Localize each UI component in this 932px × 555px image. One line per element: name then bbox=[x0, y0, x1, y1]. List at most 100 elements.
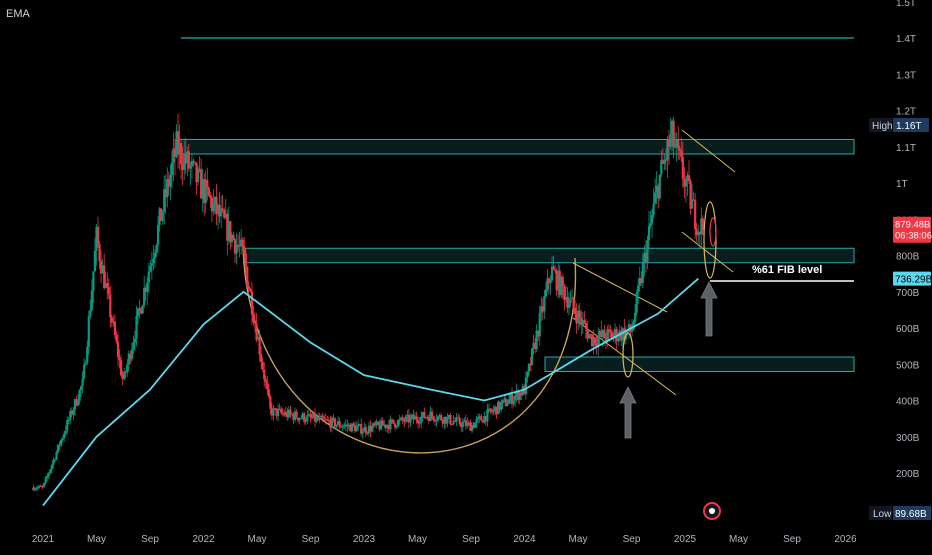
candle-body bbox=[438, 415, 441, 417]
candle-body bbox=[116, 341, 120, 358]
candle-body bbox=[87, 316, 90, 347]
candle-body bbox=[621, 328, 624, 341]
candle-body bbox=[549, 280, 552, 284]
candle-body bbox=[400, 417, 403, 420]
candle-body bbox=[587, 334, 591, 339]
candle-body bbox=[273, 408, 277, 410]
candle-body bbox=[184, 154, 187, 164]
candle-body bbox=[83, 364, 86, 379]
candle-body bbox=[155, 244, 158, 253]
candle-body bbox=[178, 143, 181, 155]
candle-body bbox=[238, 245, 241, 247]
candle-body bbox=[220, 208, 223, 217]
candle-body bbox=[195, 162, 198, 183]
candle-body bbox=[330, 417, 334, 428]
candle-body bbox=[70, 410, 73, 415]
candle-body bbox=[455, 417, 458, 422]
candle-body bbox=[581, 320, 584, 326]
candle-body bbox=[469, 422, 472, 431]
event-badge-dot bbox=[709, 508, 715, 514]
candle-body bbox=[204, 179, 207, 203]
candle-body bbox=[601, 330, 604, 337]
candle-body bbox=[441, 419, 444, 424]
candle-body bbox=[690, 199, 694, 209]
candle-body bbox=[572, 297, 575, 308]
candle-body bbox=[698, 231, 701, 235]
candle-body bbox=[433, 419, 437, 422]
candle-body bbox=[677, 139, 680, 149]
candle-body bbox=[544, 289, 547, 297]
high-tag-bg bbox=[869, 118, 892, 132]
candle-body bbox=[196, 168, 200, 183]
ema-price-value: 736.29B bbox=[895, 275, 932, 286]
ema-indicator-label[interactable]: EMA bbox=[6, 8, 30, 20]
candle-body bbox=[352, 423, 355, 426]
candle-body bbox=[638, 278, 641, 286]
candle-body bbox=[370, 426, 374, 432]
candle-body bbox=[323, 418, 326, 420]
candle-body bbox=[580, 318, 583, 326]
candle-body bbox=[164, 189, 167, 198]
up-arrow-annotation bbox=[700, 281, 718, 337]
candle-body bbox=[609, 330, 612, 333]
candle-body bbox=[575, 313, 578, 324]
candle-body bbox=[172, 148, 175, 163]
candle-body bbox=[275, 408, 278, 417]
high-value: 1.16T bbox=[896, 121, 922, 132]
candle-body bbox=[260, 354, 263, 362]
candle-body bbox=[326, 419, 329, 421]
candle-body bbox=[200, 169, 203, 199]
candle-body bbox=[146, 282, 149, 292]
candle-body bbox=[366, 433, 369, 435]
candle-body bbox=[547, 278, 551, 284]
candle-body bbox=[500, 403, 503, 410]
candle-body bbox=[634, 312, 637, 323]
x-tick-label: 2024 bbox=[513, 534, 536, 545]
candle-body bbox=[84, 362, 87, 365]
candle-body bbox=[410, 414, 414, 418]
y-tick-label: 500B bbox=[896, 360, 920, 371]
touch-highlight-ellipse bbox=[622, 332, 634, 378]
candle-body bbox=[250, 291, 254, 315]
candle-body bbox=[41, 486, 44, 488]
candle-body bbox=[586, 328, 589, 339]
candle-body bbox=[357, 424, 360, 427]
candle-body bbox=[173, 148, 177, 157]
candle-body bbox=[529, 363, 532, 366]
candle-body bbox=[258, 337, 261, 355]
candle-body bbox=[404, 416, 407, 422]
candle-body bbox=[377, 421, 380, 425]
candle-body bbox=[203, 179, 206, 203]
candle-body bbox=[592, 337, 595, 347]
candle-body bbox=[666, 139, 669, 161]
y-tick-label: 200B bbox=[896, 469, 920, 480]
y-tick-label: 1.2T bbox=[896, 107, 916, 118]
candle-body bbox=[597, 336, 600, 346]
candle-body bbox=[327, 420, 330, 422]
candle-body bbox=[343, 425, 346, 427]
candle-body bbox=[598, 330, 601, 337]
candle-body bbox=[383, 424, 386, 426]
candle-body bbox=[684, 181, 688, 187]
y-tick-label: 1T bbox=[896, 179, 908, 190]
candle-body bbox=[509, 393, 512, 400]
candle-body bbox=[478, 416, 481, 418]
x-tick-label: May bbox=[248, 534, 267, 545]
candle-body bbox=[47, 473, 50, 476]
candle-body bbox=[210, 197, 213, 212]
candle-body bbox=[486, 409, 489, 422]
candle-body bbox=[309, 414, 312, 418]
candle-body bbox=[150, 263, 153, 266]
candle-body bbox=[96, 226, 100, 244]
candle-body bbox=[293, 411, 297, 420]
candle-body bbox=[361, 431, 364, 434]
candle-body bbox=[604, 338, 607, 342]
candle-body bbox=[67, 419, 70, 421]
candle-body bbox=[623, 328, 626, 340]
candle-body bbox=[644, 252, 648, 263]
candle-body bbox=[612, 334, 615, 338]
y-tick-label: 1.3T bbox=[896, 70, 916, 81]
candle-body bbox=[212, 202, 215, 212]
